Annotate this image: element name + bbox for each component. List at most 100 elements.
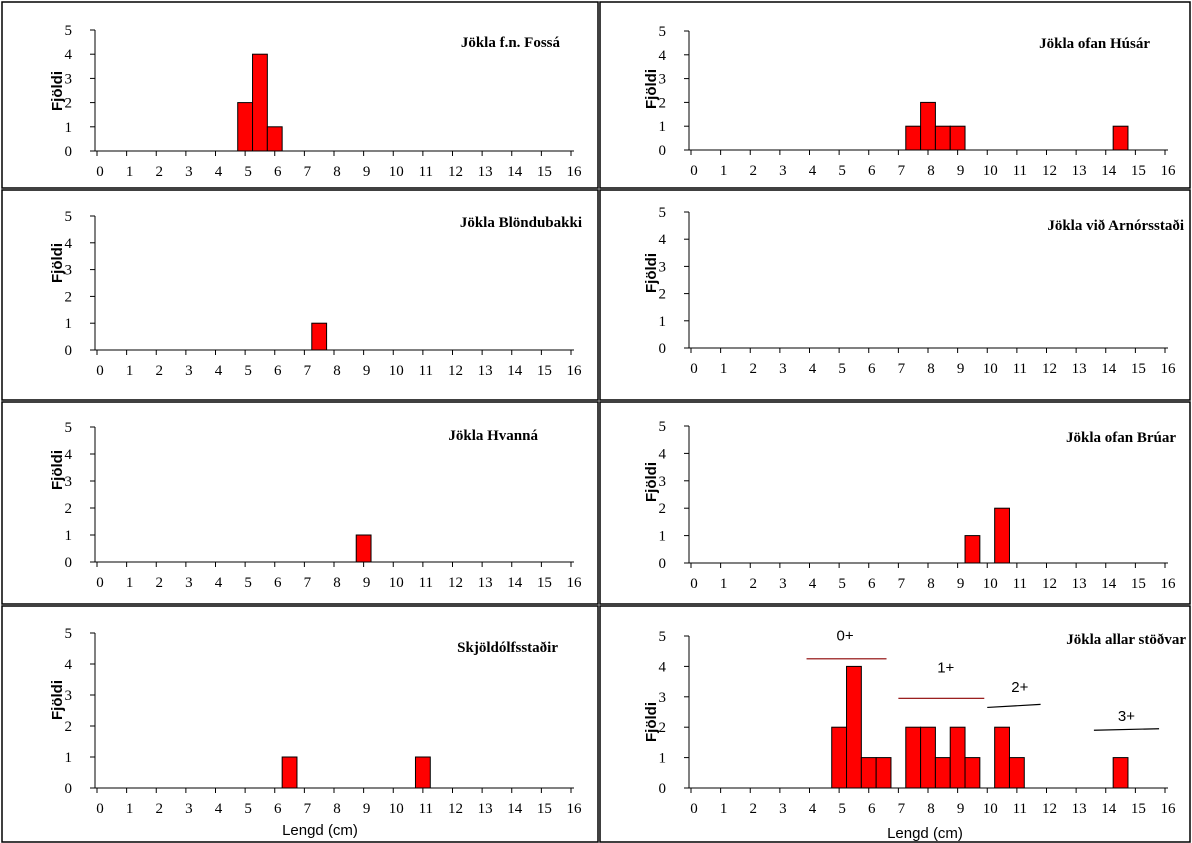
x-tick-label: 12 <box>1042 801 1057 817</box>
histogram-bar <box>1112 757 1129 789</box>
x-tick-label: 7 <box>304 164 312 180</box>
y-tick-label: 2 <box>659 287 667 303</box>
x-tick-label: 13 <box>478 363 493 379</box>
y-tick-label: 4 <box>65 47 73 63</box>
x-tick-label: 5 <box>838 361 846 377</box>
panel-title: Skjöldólfsstaðir <box>457 640 558 656</box>
y-tick-label: 5 <box>659 24 667 40</box>
x-tick-label: 2 <box>155 575 163 591</box>
x-tick-label: 16 <box>1160 163 1176 179</box>
x-tick-label: 10 <box>389 575 404 591</box>
x-tick-label: 9 <box>363 801 371 817</box>
y-tick-label: 0 <box>65 555 73 571</box>
y-axis-label: Fjöldi <box>643 253 660 293</box>
y-tick-label: 4 <box>659 446 667 462</box>
y-tick-label: 3 <box>65 71 73 87</box>
histogram-bar <box>266 126 283 152</box>
x-tick-label: 14 <box>507 575 523 591</box>
x-tick-label: 10 <box>983 163 998 179</box>
panel-frame <box>1 1 599 189</box>
x-tick-label: 7 <box>898 576 906 592</box>
x-tick-label: 8 <box>927 801 935 817</box>
x-tick-label: 9 <box>363 575 371 591</box>
x-tick-label: 5 <box>244 801 252 817</box>
y-tick-label: 4 <box>659 659 667 675</box>
x-tick-label: 1 <box>126 575 134 591</box>
histogram-bar <box>1008 757 1025 789</box>
y-tick-label: 2 <box>65 96 73 112</box>
x-tick-label: 5 <box>244 363 252 379</box>
x-tick-label: 14 <box>507 363 523 379</box>
panel-frame <box>599 1 1191 189</box>
x-tick-label: 16 <box>1160 361 1176 377</box>
y-tick-label: 2 <box>65 719 73 735</box>
x-tick-label: 7 <box>304 801 312 817</box>
x-tick-label: 8 <box>927 361 935 377</box>
x-tick-label: 11 <box>1013 801 1027 817</box>
histogram-bar <box>860 757 877 789</box>
histogram-bar <box>920 726 936 789</box>
x-tick-label: 9 <box>363 363 371 379</box>
histogram-bar <box>964 757 981 789</box>
y-tick-label: 1 <box>659 119 667 135</box>
panel-frame <box>1 189 599 401</box>
histogram-bar <box>875 757 892 789</box>
panel-title: Jökla Hvanná <box>448 428 538 444</box>
histogram-bar <box>252 53 268 152</box>
x-tick-label: 3 <box>185 363 193 379</box>
x-tick-label: 4 <box>809 801 817 817</box>
y-tick-label: 3 <box>659 474 667 490</box>
x-tick-label: 10 <box>983 801 998 817</box>
x-tick-label: 0 <box>690 576 698 592</box>
y-axis-label: Fjöldi <box>643 462 660 502</box>
x-tick-label: 11 <box>419 164 433 180</box>
x-tick-label: 3 <box>185 575 193 591</box>
x-tick-label: 0 <box>690 361 698 377</box>
y-tick-label: 5 <box>659 629 667 645</box>
histogram-bar <box>949 726 966 789</box>
x-tick-label: 9 <box>957 361 965 377</box>
y-tick-label: 3 <box>659 259 667 275</box>
y-tick-label: 5 <box>65 23 73 39</box>
x-tick-label: 5 <box>838 163 846 179</box>
x-tick-label: 13 <box>1072 361 1087 377</box>
x-tick-label: 11 <box>419 575 433 591</box>
histogram-bar <box>934 125 951 151</box>
x-tick-label: 16 <box>566 363 582 379</box>
x-tick-label: 8 <box>333 363 341 379</box>
x-tick-label: 15 <box>537 363 552 379</box>
x-tick-label: 7 <box>898 361 906 377</box>
x-tick-label: 12 <box>448 363 463 379</box>
histogram-bar <box>964 535 981 564</box>
y-axis-label: Fjöldi <box>643 69 660 109</box>
x-tick-label: 15 <box>1131 163 1146 179</box>
x-tick-label: 3 <box>779 801 787 817</box>
y-tick-label: 3 <box>65 263 73 279</box>
y-tick-label: 0 <box>65 343 73 359</box>
x-tick-label: 6 <box>868 576 876 592</box>
y-tick-label: 5 <box>65 420 73 436</box>
x-axis-label: Lengd (cm) <box>282 822 358 839</box>
x-tick-label: 2 <box>749 361 757 377</box>
x-tick-label: 6 <box>274 164 282 180</box>
age-class-line <box>987 703 1041 709</box>
panel-title: Jökla allar stöðvar <box>1066 632 1186 648</box>
histogram-bar <box>831 726 848 789</box>
x-tick-label: 2 <box>155 363 163 379</box>
x-tick-label: 2 <box>155 164 163 180</box>
panel-title: Jökla við Arnórsstaði <box>1047 218 1184 234</box>
histogram-bar <box>949 125 966 151</box>
x-tick-label: 15 <box>1131 801 1146 817</box>
y-axis-label: Fjöldi <box>643 702 660 742</box>
x-tick-label: 5 <box>244 575 252 591</box>
x-tick-label: 11 <box>419 363 433 379</box>
histogram-bar <box>905 125 922 151</box>
panel-frame <box>1 401 599 605</box>
histogram-bar <box>311 322 328 351</box>
x-tick-label: 0 <box>96 575 104 591</box>
x-tick-label: 13 <box>478 575 493 591</box>
x-tick-label: 6 <box>868 163 876 179</box>
